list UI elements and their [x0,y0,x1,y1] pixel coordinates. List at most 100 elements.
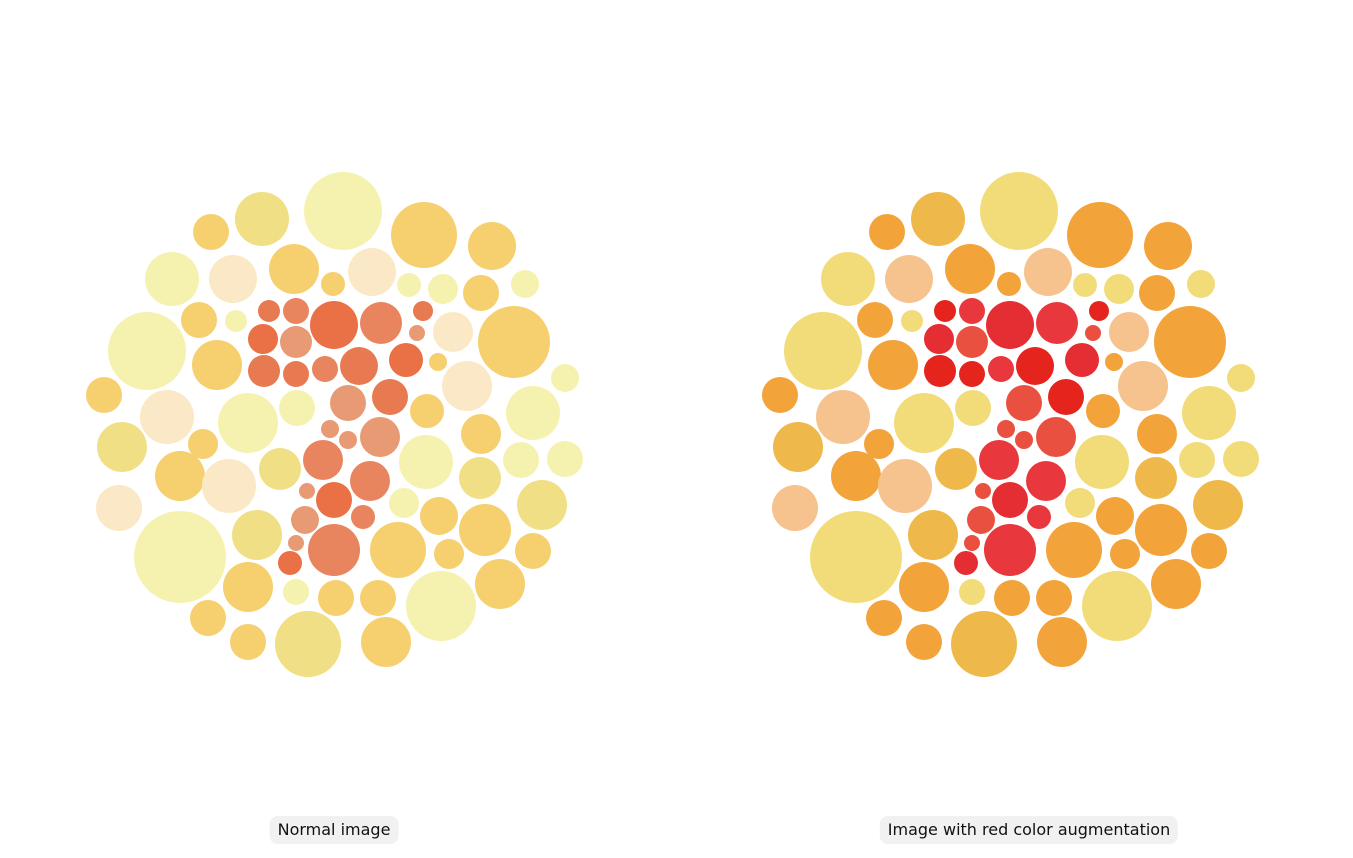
figure-dot [360,417,400,457]
background-dot [348,248,396,296]
background-dot [515,533,551,569]
figure-dot [258,300,280,322]
background-dot [1037,617,1087,667]
background-dot [1139,275,1175,311]
figure-dot [924,355,956,387]
background-dot [434,539,464,569]
background-dot [209,255,257,303]
figure-dot [283,298,309,324]
color-plate-left [86,172,583,677]
figure-dot [310,301,358,349]
background-dot [1096,497,1134,535]
background-dot [230,624,266,660]
background-dot [1118,361,1168,411]
background-dot [459,504,511,556]
background-dot [1086,394,1120,428]
background-dot [1151,559,1201,609]
background-dot [1182,386,1236,440]
background-dot [810,511,902,603]
figure-dot [280,326,312,358]
background-dot [878,459,932,513]
background-dot [885,255,933,303]
background-dot [218,393,278,453]
background-dot [223,562,273,612]
background-dot [1110,539,1140,569]
background-dot [410,394,444,428]
figure-dot [924,324,954,354]
background-dot [202,459,256,513]
figure-dot [956,326,988,358]
background-dot [190,600,226,636]
figure-dot [1027,505,1051,529]
background-dot [461,414,501,454]
figure-dot [959,361,985,387]
caption-normal-image: Normal image [269,816,399,844]
background-dot [1179,442,1215,478]
background-dot [360,580,396,616]
background-dot [1105,353,1123,371]
background-dot [762,377,798,413]
background-dot [773,422,823,472]
background-dot [547,441,583,477]
background-dot [304,172,382,250]
background-dot [864,429,894,459]
background-dot [506,386,560,440]
background-dot [894,393,954,453]
figure-dot [1085,325,1101,341]
figure-dot [1089,301,1109,321]
background-dot [181,302,217,338]
figure-dot [339,431,357,449]
figure-dot [278,551,302,575]
background-dot [193,214,229,250]
figure-dot [1016,347,1054,385]
background-dot [816,390,870,444]
figure-dot [389,343,423,377]
figure-dot [997,420,1015,438]
figure-dot [1006,385,1042,421]
background-dot [955,390,991,426]
background-dot [857,302,893,338]
figure-dot [1048,379,1084,415]
background-dot [420,497,458,535]
background-dot [935,448,977,490]
caption-red-augmentation: Image with red color augmentation [879,816,1179,844]
figure-dot [992,482,1028,518]
figure-dot [308,524,360,576]
background-dot [899,562,949,612]
background-dot [908,510,958,560]
figure-dot [303,440,343,480]
background-dot [155,451,205,501]
background-dot [1137,414,1177,454]
figure-dot [1065,343,1099,377]
figure-dot [299,483,315,499]
background-dot [428,274,458,304]
background-dot [259,448,301,490]
background-dot [911,192,965,246]
background-dot [866,600,902,636]
background-dot [406,571,476,641]
figure-dot [372,379,408,415]
figure-dot [360,302,402,344]
figure-dot [1036,417,1076,457]
background-dot [232,510,282,560]
background-dot [269,244,319,294]
figure-dot [340,347,378,385]
figure-dot [321,420,339,438]
background-dot [96,485,142,531]
background-dot [1227,364,1255,392]
background-dot [279,390,315,426]
background-dot [503,442,539,478]
background-dot [235,192,289,246]
background-dot [551,364,579,392]
background-dot [1036,580,1072,616]
background-dot [994,580,1030,616]
background-dot [134,511,226,603]
figure-dot [312,356,338,382]
background-dot [389,488,419,518]
background-dot [784,312,862,390]
background-dot [1223,441,1259,477]
background-dot [391,202,457,268]
figure-dot [959,298,985,324]
background-dot [951,611,1017,677]
figure-dot [248,324,278,354]
